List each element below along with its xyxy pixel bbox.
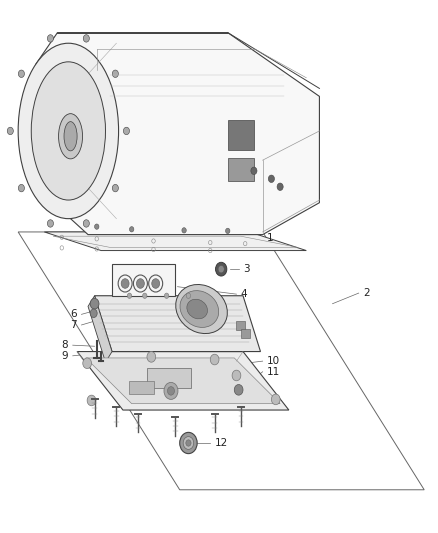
Circle shape (182, 228, 186, 233)
Bar (228, 120, 254, 150)
Ellipse shape (64, 122, 77, 151)
Circle shape (164, 382, 178, 399)
Polygon shape (86, 358, 280, 403)
Circle shape (83, 220, 89, 227)
Text: 11: 11 (267, 367, 280, 377)
Text: 3: 3 (243, 264, 250, 274)
Ellipse shape (180, 290, 219, 327)
Text: 5: 5 (230, 308, 237, 318)
Circle shape (90, 298, 99, 309)
Text: 4: 4 (241, 289, 247, 299)
Circle shape (112, 70, 118, 77)
Circle shape (218, 265, 224, 273)
Text: 8: 8 (62, 340, 68, 350)
Circle shape (277, 183, 283, 190)
Circle shape (251, 167, 257, 174)
Circle shape (95, 224, 99, 229)
Bar (112, 264, 175, 296)
Circle shape (268, 175, 275, 182)
Bar (237, 321, 245, 330)
Polygon shape (88, 296, 112, 362)
Circle shape (232, 370, 241, 381)
Circle shape (180, 432, 197, 454)
Text: 6: 6 (71, 309, 77, 319)
Polygon shape (77, 352, 289, 410)
Circle shape (272, 394, 280, 405)
Circle shape (137, 279, 145, 288)
Circle shape (90, 309, 97, 318)
Circle shape (234, 384, 243, 395)
Circle shape (124, 127, 130, 135)
Circle shape (186, 440, 191, 446)
Text: 9: 9 (62, 351, 68, 361)
Polygon shape (44, 232, 306, 251)
Ellipse shape (176, 285, 227, 334)
Circle shape (226, 228, 230, 233)
Circle shape (83, 358, 92, 368)
Circle shape (186, 293, 191, 298)
Bar (228, 158, 254, 181)
Circle shape (18, 70, 25, 77)
Circle shape (164, 293, 169, 298)
Circle shape (7, 127, 13, 135)
Circle shape (112, 184, 118, 192)
Circle shape (18, 184, 25, 192)
Circle shape (210, 354, 219, 365)
Text: 2: 2 (363, 288, 370, 298)
Polygon shape (35, 33, 319, 235)
Circle shape (183, 437, 194, 449)
Circle shape (127, 293, 132, 298)
Circle shape (167, 386, 174, 395)
Ellipse shape (31, 62, 106, 200)
Circle shape (47, 220, 53, 227)
Text: 12: 12 (215, 438, 228, 448)
Circle shape (47, 35, 53, 42)
Circle shape (121, 279, 129, 288)
Polygon shape (95, 296, 261, 352)
Circle shape (130, 227, 134, 232)
Bar (130, 381, 153, 394)
Circle shape (215, 262, 227, 276)
Bar (147, 368, 191, 387)
Bar (241, 329, 250, 338)
Ellipse shape (59, 114, 82, 159)
Ellipse shape (18, 43, 119, 219)
Ellipse shape (187, 299, 208, 319)
Circle shape (147, 352, 155, 362)
Text: 7: 7 (71, 320, 77, 330)
Circle shape (152, 279, 159, 288)
Text: 10: 10 (267, 356, 280, 366)
Circle shape (87, 395, 96, 406)
Circle shape (143, 293, 147, 298)
Circle shape (83, 35, 89, 42)
Text: 1: 1 (267, 233, 274, 244)
